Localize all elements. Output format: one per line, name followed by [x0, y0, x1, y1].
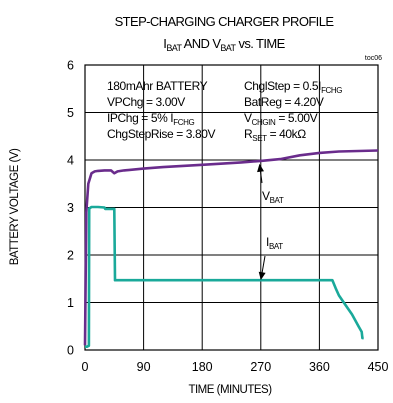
x-tick-label: 180: [192, 360, 213, 374]
x-tick-label: 0: [82, 360, 89, 374]
annotation-arrow-line: [261, 255, 266, 275]
y-tick-label: 0: [67, 344, 74, 358]
setup-note: ChgStepRise = 3.80V: [107, 127, 216, 141]
chart-title: STEP-CHARGING CHARGER PROFILE: [115, 14, 335, 29]
y-tick-label: 2: [67, 249, 74, 263]
setup-note: BatReg = 4.20V: [244, 95, 324, 109]
annotation-arrowhead: [257, 163, 265, 173]
series-label-i-bat: IBAT: [266, 235, 283, 251]
y-tick-label: 6: [67, 59, 74, 73]
annotation-arrow-line: [259, 169, 263, 184]
figure-id: toc06: [365, 55, 382, 62]
y-axis-label: BATTERY VOLTAGE (V): [9, 148, 21, 265]
x-axis-label: TIME (MINUTES): [188, 384, 272, 396]
y-tick-label: 3: [67, 201, 74, 215]
setup-note: RSET = 40kΩ: [244, 127, 306, 143]
annotation-arrowhead: [258, 271, 266, 281]
y-tick-label: 4: [67, 154, 74, 168]
setup-note: 180mAhr BATTERY: [107, 79, 208, 93]
series-label-v-bat: VBAT: [262, 189, 284, 205]
x-tick-label: 270: [250, 360, 271, 374]
x-tick-label: 360: [309, 360, 330, 374]
series-line-v-bat: [83, 149, 379, 346]
setup-note: VPChg = 3.00V: [107, 95, 185, 109]
x-tick-label: 450: [368, 360, 389, 374]
setup-note: VCHGIN = 5.00V: [244, 111, 318, 127]
setup-note: ChglStep = 0.5IFCHG: [244, 79, 342, 95]
y-tick-label: 1: [67, 296, 74, 310]
chart-subtitle: IBAT AND VBAT vs. TIME: [163, 36, 285, 53]
setup-note: IPChg = 5% IFCHG: [107, 111, 194, 127]
series-line-i-bat: [85, 205, 364, 349]
plot-frame: [84, 64, 379, 351]
x-tick-label: 90: [137, 360, 151, 374]
y-tick-label: 5: [67, 106, 74, 120]
